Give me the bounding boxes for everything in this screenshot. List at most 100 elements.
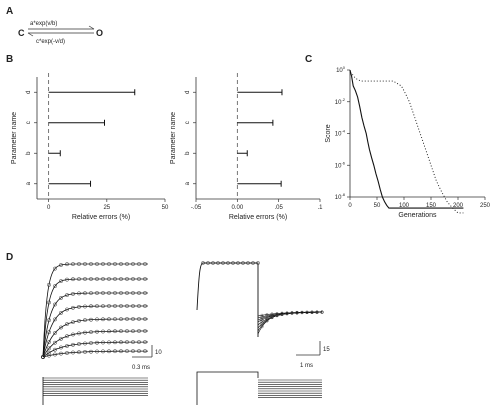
activation-fit-marker [143, 277, 147, 281]
tail-trace [257, 311, 322, 317]
deactivation-voltage-protocol [196, 371, 322, 405]
activation-trace [42, 330, 148, 358]
activation-fit-marker [113, 317, 117, 322]
activation-fit-marker [131, 277, 135, 281]
activation-fit-marker [113, 304, 117, 308]
activation-fit-marker [137, 349, 141, 354]
prepulse-fit-marker [236, 261, 240, 265]
activation-fit-marker [71, 291, 75, 296]
activation-fit-marker [71, 350, 75, 355]
rate-backward-label: c*exp(-v/d) [36, 39, 65, 45]
activation-fit-marker [59, 310, 63, 315]
x-tick-label: 50 [374, 203, 381, 209]
category-label: c [26, 121, 32, 124]
activation-fit-marker [143, 349, 147, 354]
activation-fit-marker [89, 317, 93, 322]
activation-fit-marker [95, 329, 99, 334]
tail-fit-marker [270, 313, 274, 317]
panel-label-d: D [6, 252, 13, 263]
activation-fit-marker [107, 304, 111, 308]
activation-fit-marker [113, 262, 117, 266]
activation-fit-marker [107, 291, 111, 295]
category-label: c [185, 121, 191, 124]
activation-fit-marker [131, 317, 135, 321]
activation-fit-marker [83, 330, 87, 335]
activation-fit-marker [143, 304, 147, 308]
x-tick-label: 250 [480, 203, 491, 209]
activation-fit-marker [95, 262, 99, 266]
activation-fit-marker [59, 325, 63, 330]
activation-fit-marker [125, 262, 129, 266]
x-axis-label: Relative errors (%) [72, 214, 130, 221]
activation-fit-marker [59, 263, 63, 267]
scale-bar-right-amp-label: 15 [323, 347, 330, 353]
prepulse-fit-marker [206, 261, 210, 265]
x-tick-label: 100 [399, 203, 410, 209]
activation-fit-marker [77, 331, 81, 336]
activation-fit-marker [53, 340, 57, 345]
activation-fit-marker [47, 330, 51, 335]
activation-fit-marker [59, 351, 63, 356]
scale-bar-right: 15 1 ms [296, 341, 330, 369]
activation-fit-marker [47, 350, 51, 355]
activation-fit-marker [107, 329, 111, 334]
x-tick-label: .05 [274, 205, 283, 211]
activation-fit-marker [137, 291, 141, 295]
activation-fit-marker [137, 277, 141, 281]
activation-fit-marker [113, 277, 117, 281]
activation-fit-marker [89, 291, 93, 296]
prepulse-fit-marker [226, 261, 230, 265]
activation-fit-marker [95, 277, 99, 281]
activation-fit-marker [107, 340, 111, 345]
activation-fit-marker [53, 352, 57, 357]
activation-fit-marker [95, 340, 99, 345]
activation-fit-marker [107, 277, 111, 281]
x-tick-label: 50 [162, 205, 169, 211]
activation-fit-marker [107, 349, 111, 354]
activation-fit-marker [119, 317, 123, 322]
activation-fit-marker [113, 340, 117, 345]
activation-fit-marker [95, 317, 99, 322]
activation-fit-marker [125, 291, 129, 295]
category-label: b [185, 151, 191, 155]
activation-fit-marker [71, 342, 75, 347]
activation-fit-marker [119, 329, 123, 334]
score-series-solid [349, 69, 464, 209]
activation-fit-marker [53, 317, 57, 322]
forward-arrow-head [88, 25, 95, 30]
y-tick-label: 10-2 [335, 97, 346, 106]
activation-fit-marker [71, 262, 75, 267]
activation-fit-marker [77, 342, 81, 346]
activation-fit-marker [47, 318, 51, 323]
scale-bar-left: 10 0.3 ms [132, 345, 162, 371]
activation-fit-marker [125, 304, 129, 308]
activation-fit-marker [47, 353, 51, 358]
activation-trace [42, 278, 148, 358]
state-open: O [96, 28, 103, 38]
activation-fit-marker [83, 318, 87, 323]
activation-fit-marker [65, 322, 69, 327]
scale-bar-right-time-label: 1 ms [300, 363, 313, 369]
y-axis-label: Parameter name [170, 112, 177, 164]
activation-fit-marker [77, 277, 81, 282]
activation-fit-marker [101, 317, 105, 322]
activation-trace [42, 292, 148, 358]
activation-fit-marker [65, 277, 69, 282]
prepulse-trace [196, 262, 259, 337]
activation-fit-marker [71, 305, 75, 310]
activation-fit-marker [131, 340, 135, 345]
tail-trace [257, 311, 322, 332]
activation-fit-marker [83, 349, 87, 354]
panel-label-a: A [6, 6, 13, 17]
activation-fit-marker [89, 262, 93, 266]
activation-fit-marker [131, 349, 135, 354]
activation-fit-marker [65, 262, 69, 267]
activation-fit-marker [125, 329, 129, 334]
activation-fit-marker [101, 349, 105, 354]
prepulse-fit-marker [216, 261, 220, 265]
x-tick-label: 0.00 [231, 205, 243, 211]
tail-fit-marker [305, 310, 309, 314]
activation-fit-marker [113, 291, 117, 295]
tail-fit-marker [310, 310, 314, 314]
